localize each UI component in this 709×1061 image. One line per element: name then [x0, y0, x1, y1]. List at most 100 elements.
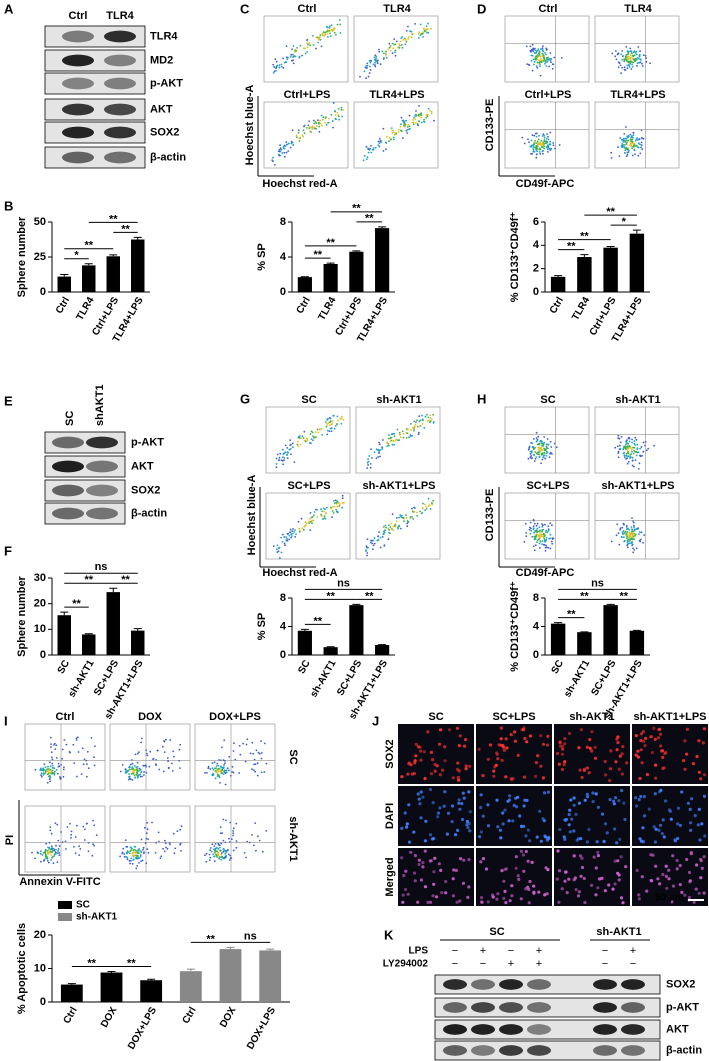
- flow-event: [527, 63, 530, 66]
- flow-event: [48, 769, 51, 772]
- flow-event: [628, 440, 631, 443]
- flow-event: [51, 762, 54, 765]
- flow-event: [617, 146, 619, 149]
- flow-event: [526, 63, 529, 65]
- flow-event: [541, 55, 544, 58]
- flow-event: [399, 514, 402, 516]
- flow-event: [412, 427, 414, 429]
- flow-event: [611, 52, 614, 55]
- flow-event: [148, 765, 151, 768]
- flow-event: [366, 67, 368, 69]
- flow-event: [212, 853, 215, 856]
- flow-event: [545, 59, 547, 62]
- flow-event: [293, 55, 296, 57]
- flow-event: [616, 445, 619, 448]
- significance-label: **: [121, 223, 130, 235]
- flow-event: [391, 528, 393, 530]
- cell-nucleus: [585, 840, 590, 844]
- flow-event: [541, 47, 544, 50]
- condition-label: TLR4: [383, 3, 411, 15]
- cell-nucleus: [479, 805, 483, 810]
- micrograph: [554, 848, 630, 906]
- flow-event: [209, 849, 212, 851]
- flow-event: [385, 54, 387, 56]
- cell-nucleus: [428, 859, 432, 863]
- cell-nucleus: [457, 801, 461, 805]
- flow-event: [179, 828, 182, 831]
- cell-nucleus: [436, 811, 441, 815]
- flow-event: [638, 138, 641, 140]
- blot-band: [527, 1024, 551, 1035]
- x-tick-label: TLR4: [316, 295, 338, 323]
- flow-event: [420, 116, 423, 119]
- flow-event: [370, 448, 372, 451]
- flow-event: [53, 742, 56, 745]
- flow-event: [149, 750, 152, 753]
- cell-nucleus: [546, 734, 550, 739]
- flow-event: [51, 767, 54, 769]
- flow-event: [340, 422, 343, 425]
- error-bar: [133, 236, 142, 240]
- flow-event: [282, 146, 285, 148]
- cell-nucleus: [570, 817, 574, 821]
- cell-nucleus: [587, 827, 591, 832]
- cell-nucleus: [405, 822, 409, 826]
- flow-event: [383, 544, 386, 546]
- error-bar: [378, 226, 387, 229]
- flow-event: [627, 139, 630, 142]
- flow-event: [405, 30, 408, 32]
- cell-nucleus: [634, 753, 638, 757]
- flow-event: [297, 445, 300, 448]
- lane-label: SC: [64, 411, 76, 426]
- flow-event: [541, 150, 544, 153]
- flow-event: [238, 772, 241, 774]
- significance-label: **: [313, 249, 322, 261]
- flow-event: [131, 847, 133, 850]
- flow-event: [152, 758, 154, 760]
- significance-label: **: [365, 213, 374, 225]
- flow-event: [541, 49, 544, 51]
- flow-event: [292, 53, 294, 56]
- flow-event: [374, 65, 377, 68]
- flow-event: [318, 130, 321, 133]
- flow-event: [209, 847, 212, 849]
- cell-nucleus: [439, 728, 443, 732]
- blot-band: [471, 1024, 495, 1035]
- flow-event: [539, 63, 541, 65]
- flow-event: [543, 142, 546, 145]
- flow-event: [404, 123, 407, 126]
- flow-event: [541, 52, 544, 55]
- axis-title: CD49f-APC: [516, 567, 575, 579]
- flow-event: [639, 58, 642, 61]
- cell-nucleus: [577, 801, 582, 805]
- treatment-sign: +: [480, 945, 486, 957]
- flow-event: [633, 440, 636, 442]
- treatment-sign: +: [630, 945, 636, 957]
- flow-event: [419, 419, 422, 422]
- flow-event: [549, 140, 552, 143]
- flow-event: [365, 64, 368, 67]
- flow-event: [50, 746, 52, 748]
- flow-event: [126, 850, 129, 853]
- flow-event: [49, 776, 52, 779]
- flow-event: [547, 135, 549, 138]
- flow-event: [40, 774, 42, 776]
- flow-event: [534, 529, 536, 532]
- flow-event: [214, 767, 217, 770]
- flow-event: [57, 850, 59, 852]
- blot-band: [62, 30, 94, 43]
- flow-event: [260, 757, 263, 760]
- error-bar: [606, 246, 615, 248]
- flow-event: [292, 528, 294, 530]
- flow-event: [85, 759, 88, 762]
- flow-event: [128, 768, 131, 771]
- flow-event: [541, 449, 543, 452]
- flow-event: [627, 455, 630, 458]
- flow-event: [328, 30, 330, 32]
- cell-nucleus: [406, 772, 410, 776]
- cell-nucleus: [543, 835, 548, 839]
- flow-event: [538, 151, 541, 153]
- flow-event: [131, 768, 134, 771]
- y-tick-label: 0: [40, 286, 46, 298]
- flow-event: [418, 37, 420, 39]
